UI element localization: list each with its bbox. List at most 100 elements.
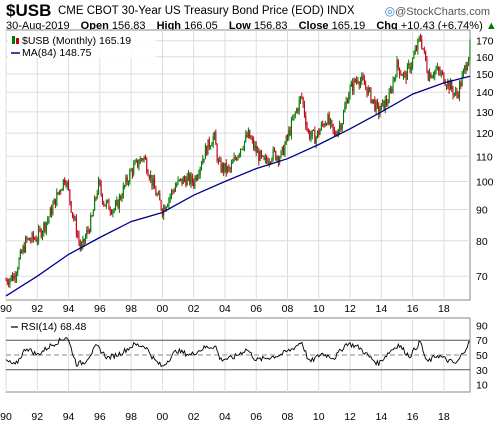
- price-candle: [38, 229, 40, 241]
- price-candle: [301, 96, 303, 98]
- high-label: High: [156, 20, 182, 32]
- price-candle: [178, 179, 180, 181]
- price-candle: [186, 176, 188, 186]
- price-candle: [456, 91, 458, 95]
- price-candle: [429, 73, 431, 81]
- price-candle: [82, 238, 84, 246]
- price-candle: [134, 161, 136, 165]
- price-candle: [74, 218, 76, 220]
- price-candle: [77, 234, 79, 236]
- price-legend-box: [8, 32, 156, 58]
- price-candle: [457, 94, 459, 98]
- price-x-tick-label: 02: [188, 303, 200, 315]
- price-candle: [367, 88, 369, 95]
- price-candle: [341, 123, 343, 130]
- price-candle: [275, 151, 277, 160]
- price-candle: [324, 123, 326, 127]
- price-candle: [280, 151, 282, 158]
- price-candle: [421, 39, 423, 49]
- rsi-y-tick-label: 90: [476, 320, 488, 332]
- price-candle: [259, 151, 261, 161]
- rsi-x-tick-label: 92: [31, 411, 43, 423]
- price-candle: [208, 139, 210, 148]
- price-candle: [107, 200, 109, 202]
- price-candle: [225, 163, 227, 173]
- price-candle: [276, 156, 278, 160]
- price-candle: [289, 130, 291, 135]
- legend-rsi: RSI(14) 68.48: [21, 321, 87, 333]
- price-candle: [141, 158, 143, 160]
- rsi-x-tick-label: 90: [0, 411, 12, 423]
- price-candle: [219, 160, 221, 162]
- price-candle: [126, 177, 128, 183]
- price-candle: [328, 114, 330, 125]
- price-candle: [70, 201, 72, 213]
- open-value: 156.83: [111, 20, 146, 32]
- price-x-tick-label: 00: [157, 303, 169, 315]
- price-candle: [172, 190, 174, 192]
- price-candle: [95, 197, 97, 199]
- price-candle: [362, 76, 364, 80]
- price-candle: [444, 83, 446, 86]
- price-candle: [418, 37, 420, 40]
- price-candle: [23, 246, 25, 252]
- price-candle: [453, 93, 455, 96]
- price-candle: [146, 159, 148, 173]
- legend-candle-icon: [16, 38, 19, 44]
- price-candle: [189, 173, 191, 184]
- price-candle: [305, 115, 307, 126]
- price-candle: [214, 132, 216, 136]
- price-candle: [122, 185, 124, 198]
- price-candle: [99, 179, 101, 185]
- rsi-x-tick-label: 00: [157, 411, 169, 423]
- price-candle: [350, 82, 352, 87]
- price-candle: [211, 144, 213, 147]
- price-candle: [118, 196, 120, 209]
- price-x-tick-label: 96: [94, 303, 106, 315]
- price-candle: [359, 80, 361, 86]
- price-candle: [447, 80, 449, 87]
- price-candle: [62, 179, 64, 190]
- price-candle: [135, 159, 137, 162]
- price-candle: [66, 182, 68, 186]
- price-candle: [87, 230, 89, 232]
- price-candle: [182, 177, 184, 184]
- price-candle: [47, 219, 49, 223]
- price-candle: [41, 232, 43, 237]
- price-candle: [314, 130, 316, 144]
- price-candle: [337, 129, 339, 136]
- price-candle: [449, 81, 451, 90]
- price-candle: [173, 191, 175, 193]
- price-candle: [131, 169, 133, 175]
- price-candle: [292, 119, 294, 121]
- price-candle: [124, 185, 126, 187]
- price-candle: [26, 237, 28, 240]
- price-candle: [230, 163, 232, 170]
- price-candle: [5, 280, 7, 282]
- price-candle: [64, 179, 66, 184]
- price-candle: [17, 268, 19, 274]
- price-candle: [147, 172, 149, 176]
- price-candle: [322, 123, 324, 125]
- price-candle: [157, 193, 159, 195]
- price-candle: [451, 81, 453, 90]
- price-candle: [427, 71, 429, 81]
- price-candle: [345, 100, 347, 107]
- price-candle: [242, 148, 244, 150]
- price-candle: [44, 222, 46, 231]
- price-candle: [464, 65, 466, 71]
- price-candle: [228, 166, 230, 169]
- price-candle: [96, 193, 98, 199]
- price-candle: [272, 148, 274, 159]
- brand-watermark: ◎@StockCharts.com: [384, 4, 490, 18]
- price-candle: [397, 59, 399, 68]
- price-candle: [152, 178, 154, 186]
- price-candle: [60, 190, 62, 192]
- price-candle: [383, 100, 385, 110]
- chart-description: CME CBOT 30-Year US Treasury Bond Price …: [58, 5, 355, 17]
- price-candle: [160, 200, 162, 210]
- rsi-y-tick-label: 70: [476, 335, 488, 347]
- price-candle: [168, 198, 170, 206]
- price-candle: [52, 204, 54, 215]
